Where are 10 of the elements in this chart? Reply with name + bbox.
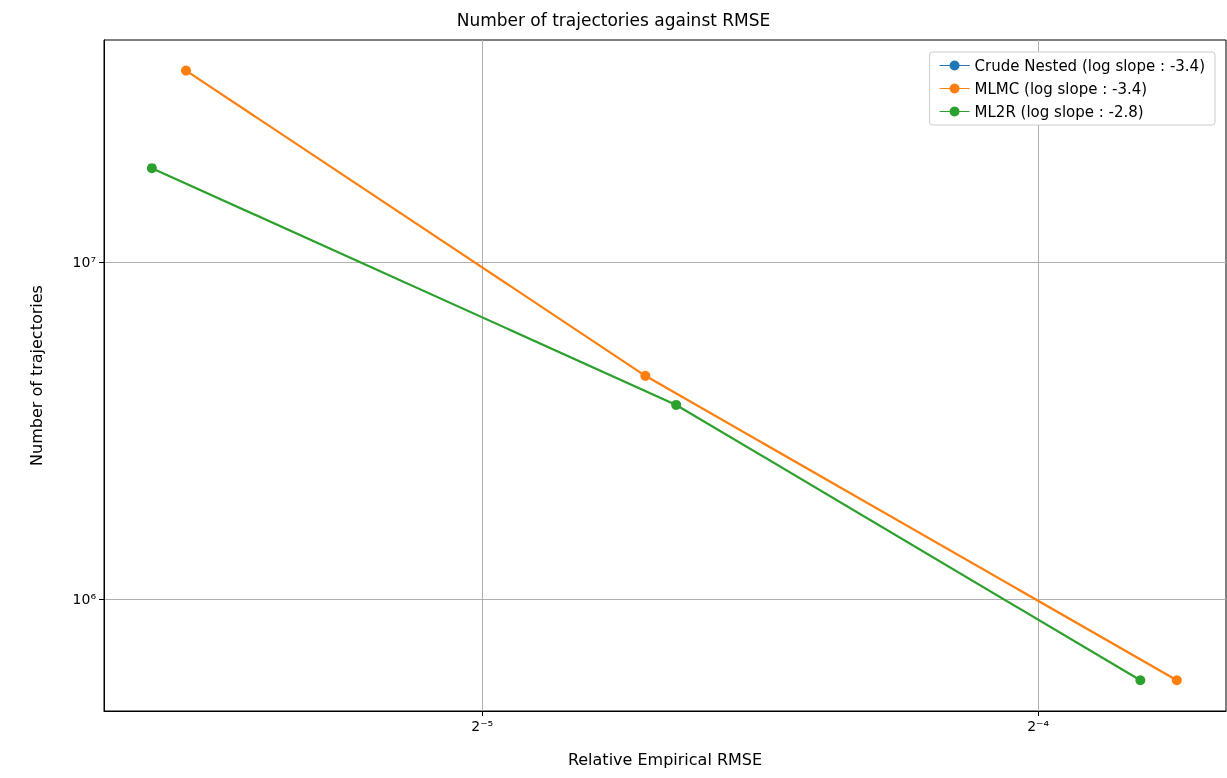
y-axis-title: Number of trajectories <box>26 285 46 466</box>
legend-label: Crude Nested (log slope : -3.4) <box>974 56 1205 75</box>
y-tick-label: 10⁷ <box>72 254 96 271</box>
legend-label: MLMC (log slope : -3.4) <box>974 79 1148 98</box>
chart-title: Number of trajectories against RMSE <box>456 9 771 30</box>
x-axis-title: Relative Empirical RMSE <box>567 749 763 769</box>
y-tick-label: 10⁶ <box>72 591 97 608</box>
x-tick-label: 2⁻⁵ <box>471 718 494 734</box>
legend-label: ML2R (log slope : -2.8) <box>974 102 1144 121</box>
x-tick-label: 2⁻⁴ <box>1027 718 1050 734</box>
